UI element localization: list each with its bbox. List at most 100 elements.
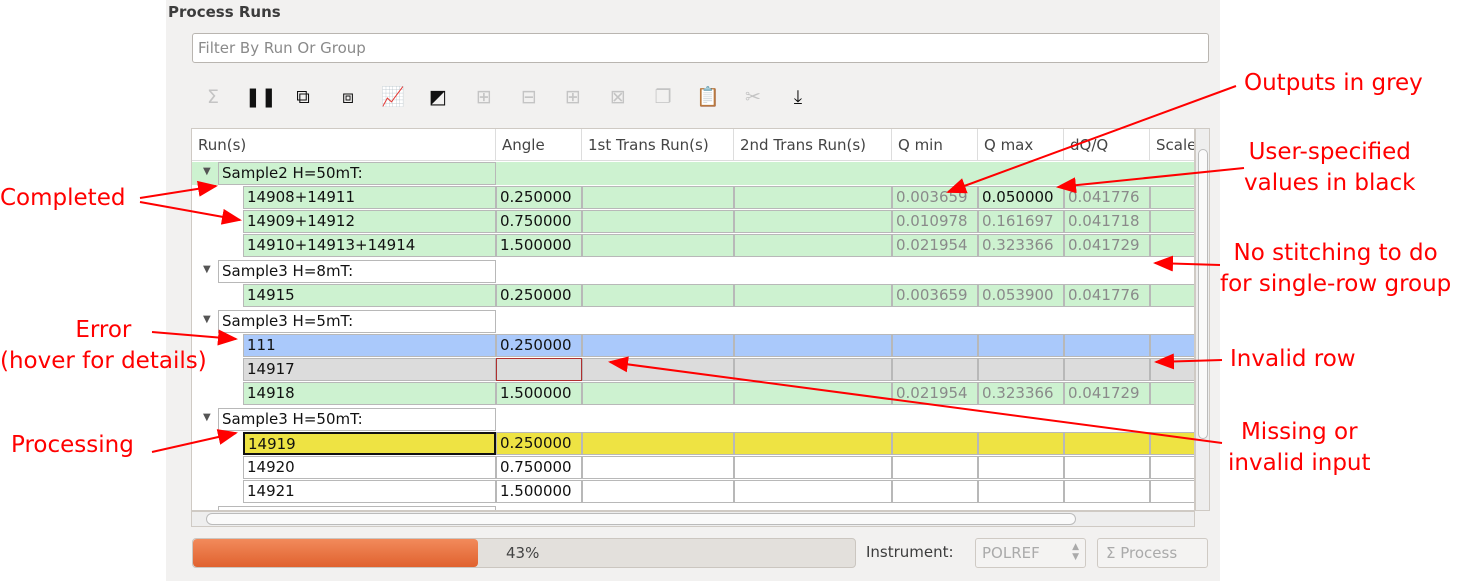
group-name-cell[interactable]: Sample3 H=8mT: bbox=[218, 260, 496, 283]
run-row[interactable]: 111 0.250000 bbox=[192, 334, 1194, 357]
empty-cell[interactable] bbox=[734, 334, 892, 357]
empty-cell[interactable] bbox=[1150, 186, 1194, 209]
empty-cell[interactable] bbox=[582, 210, 734, 233]
qmin-cell[interactable] bbox=[892, 334, 978, 357]
dq-cell[interactable]: 0.041729 bbox=[1064, 234, 1150, 257]
angle-cell[interactable]: 0.250000 bbox=[496, 334, 582, 357]
qmax-cell[interactable] bbox=[978, 358, 1064, 381]
run-cell[interactable]: 14910+14913+14914 bbox=[243, 234, 496, 257]
angle-cell[interactable] bbox=[496, 358, 582, 381]
qmax-cell[interactable]: 0.050000 bbox=[978, 186, 1064, 209]
group-name-cell[interactable]: Sample3 H=5mT: bbox=[218, 310, 496, 333]
run-row[interactable]: 14919 0.250000 bbox=[192, 432, 1194, 455]
filter-input[interactable] bbox=[192, 33, 1209, 63]
expand-groups-icon[interactable]: ⧉ bbox=[296, 86, 310, 108]
run-row[interactable]: 14910+14913+14914 1.500000 0.021954 0.32336… bbox=[192, 234, 1194, 257]
expand-triangle-icon[interactable]: ▼ bbox=[203, 264, 211, 275]
empty-cell[interactable] bbox=[734, 432, 892, 455]
empty-cell[interactable] bbox=[1150, 210, 1194, 233]
qmax-cell[interactable]: 0.161697 bbox=[978, 210, 1064, 233]
qmin-cell[interactable] bbox=[892, 358, 978, 381]
dq-cell[interactable] bbox=[1064, 432, 1150, 455]
empty-cell[interactable] bbox=[582, 382, 734, 405]
angle-cell[interactable]: 0.250000 bbox=[496, 284, 582, 307]
group-name-cell[interactable]: Sample2 H=50mT: bbox=[218, 162, 496, 185]
insert-row-icon[interactable]: ⊞ bbox=[476, 86, 492, 108]
vertical-scrollbar[interactable] bbox=[1195, 128, 1210, 511]
empty-cell[interactable] bbox=[734, 284, 892, 307]
run-row[interactable]: 14908+14911 0.250000 0.003659 0.050000 0.041… bbox=[192, 186, 1194, 209]
column-header[interactable]: 1st Trans Run(s) bbox=[582, 129, 734, 161]
angle-cell[interactable]: 0.250000 bbox=[496, 432, 582, 455]
run-cell[interactable]: 14915 bbox=[243, 284, 496, 307]
empty-cell[interactable] bbox=[1150, 284, 1194, 307]
angle-cell[interactable]: 0.750000 bbox=[496, 456, 582, 479]
qmin-cell[interactable] bbox=[892, 432, 978, 455]
group-row[interactable]: ▼ Sample3 H=5mT: bbox=[192, 310, 1194, 333]
column-header[interactable]: Q min bbox=[892, 129, 978, 161]
dq-cell[interactable]: 0.041776 bbox=[1064, 284, 1150, 307]
paste-icon[interactable]: 📋 bbox=[696, 86, 720, 108]
dq-cell[interactable] bbox=[1064, 358, 1150, 381]
qmax-cell[interactable]: 0.323366 bbox=[978, 234, 1064, 257]
group-name-cell[interactable]: Sample4 H=3mT Field angle=0: bbox=[218, 506, 496, 510]
angle-cell[interactable]: 1.500000 bbox=[496, 234, 582, 257]
column-header[interactable]: Scale bbox=[1150, 129, 1194, 161]
dq-cell[interactable] bbox=[1064, 334, 1150, 357]
plot-groups-icon[interactable]: ◩ bbox=[429, 86, 447, 108]
run-row[interactable]: 14918 1.500000 0.021954 0.323366 0.041729 bbox=[192, 382, 1194, 405]
group-name-cell[interactable]: Sample3 H=50mT: bbox=[218, 408, 496, 431]
qmin-cell[interactable]: 0.010978 bbox=[892, 210, 978, 233]
group-row[interactable]: ▼ Sample3 H=50mT: bbox=[192, 408, 1194, 431]
run-row[interactable]: 14915 0.250000 0.003659 0.053900 0.041776 bbox=[192, 284, 1194, 307]
empty-cell[interactable] bbox=[582, 186, 734, 209]
run-cell[interactable]: 14919 bbox=[243, 432, 496, 455]
collapse-groups-icon[interactable]: ⧈ bbox=[341, 86, 355, 108]
instrument-select[interactable]: POLREF ▲ ▼ bbox=[975, 538, 1086, 568]
angle-cell[interactable]: 1.500000 bbox=[496, 382, 582, 405]
empty-cell[interactable] bbox=[734, 234, 892, 257]
expand-triangle-icon[interactable]: ▼ bbox=[203, 314, 211, 325]
dq-cell[interactable]: 0.041776 bbox=[1064, 186, 1150, 209]
qmax-cell[interactable] bbox=[978, 432, 1064, 455]
qmin-cell[interactable]: 0.003659 bbox=[892, 284, 978, 307]
run-cell[interactable]: 14918 bbox=[243, 382, 496, 405]
qmax-cell[interactable]: 0.053900 bbox=[978, 284, 1064, 307]
dq-cell[interactable] bbox=[1064, 456, 1150, 479]
process-button[interactable]: Σ Process bbox=[1097, 538, 1208, 568]
column-header[interactable]: Angle bbox=[496, 129, 582, 161]
delete-row-icon[interactable]: ⊟ bbox=[521, 86, 537, 108]
qmin-cell[interactable] bbox=[892, 456, 978, 479]
qmax-cell[interactable]: 0.323366 bbox=[978, 382, 1064, 405]
cut-icon[interactable]: ✂ bbox=[745, 86, 761, 108]
empty-cell[interactable] bbox=[582, 284, 734, 307]
qmax-cell[interactable] bbox=[978, 334, 1064, 357]
empty-cell[interactable] bbox=[734, 456, 892, 479]
run-cell[interactable]: 14920 bbox=[243, 456, 496, 479]
delete-group-icon[interactable]: ⊠ bbox=[610, 86, 626, 108]
expand-triangle-icon[interactable]: ▼ bbox=[203, 412, 211, 423]
group-row[interactable]: ▼ Sample3 H=8mT: bbox=[192, 260, 1194, 283]
expand-triangle-icon[interactable]: ▼ bbox=[203, 166, 211, 177]
empty-cell[interactable] bbox=[734, 382, 892, 405]
dq-cell[interactable]: 0.041718 bbox=[1064, 210, 1150, 233]
empty-cell[interactable] bbox=[1150, 480, 1194, 503]
empty-cell[interactable] bbox=[582, 432, 734, 455]
empty-cell[interactable] bbox=[734, 186, 892, 209]
empty-cell[interactable] bbox=[734, 358, 892, 381]
qmin-cell[interactable] bbox=[892, 480, 978, 503]
column-header[interactable]: 2nd Trans Run(s) bbox=[734, 129, 892, 161]
run-row[interactable]: 14921 1.500000 bbox=[192, 480, 1194, 503]
insert-group-icon[interactable]: ⊞ bbox=[565, 86, 581, 108]
copy-icon[interactable]: ❐ bbox=[654, 86, 672, 108]
horizontal-scroll-thumb[interactable] bbox=[206, 513, 1076, 525]
empty-cell[interactable] bbox=[582, 334, 734, 357]
column-header[interactable]: Run(s) bbox=[192, 129, 496, 161]
empty-cell[interactable] bbox=[582, 456, 734, 479]
empty-cell[interactable] bbox=[582, 480, 734, 503]
empty-cell[interactable] bbox=[582, 234, 734, 257]
sigma-process-icon[interactable]: Σ bbox=[206, 86, 219, 108]
vertical-scroll-thumb[interactable] bbox=[1198, 149, 1208, 439]
group-row[interactable]: ▼Sample4 H=3mT Field angle=0: bbox=[192, 506, 1194, 510]
empty-cell[interactable] bbox=[1150, 456, 1194, 479]
